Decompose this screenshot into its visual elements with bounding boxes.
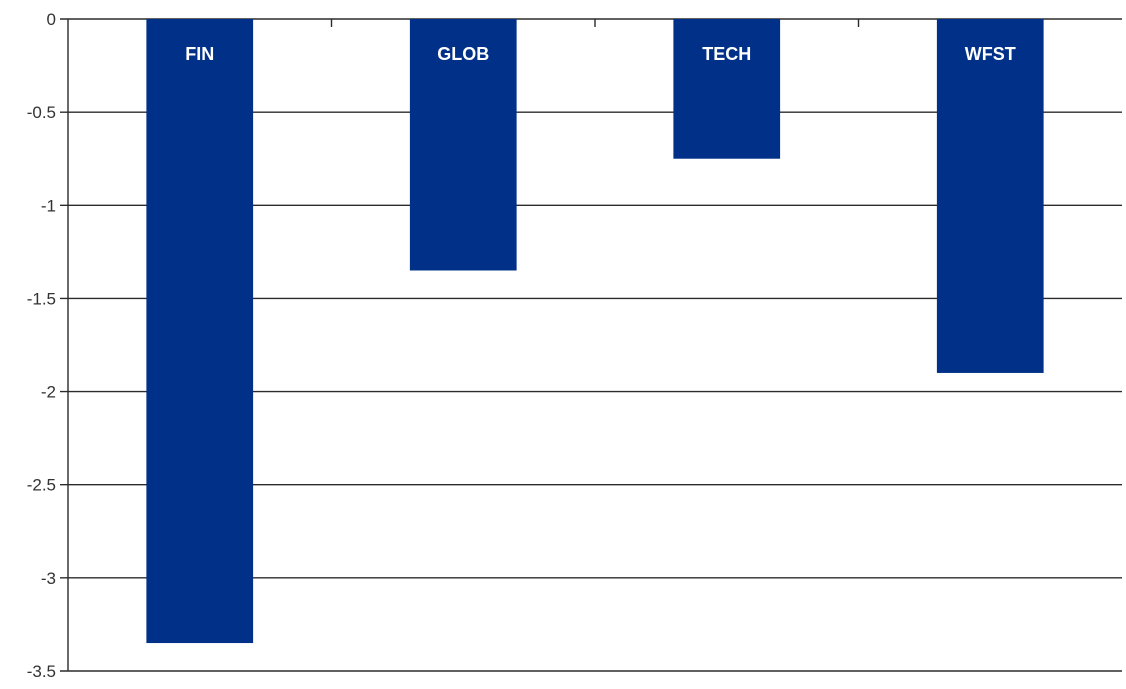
y-tick-label: -3 (41, 569, 56, 588)
y-tick-label: -2 (41, 383, 56, 402)
bar-label-fin: FIN (185, 44, 214, 64)
bar-tech (673, 19, 781, 159)
bar-label-glob: GLOB (437, 44, 489, 64)
bar-fin (146, 19, 254, 644)
axes (67, 19, 860, 671)
y-tick-label: -2.5 (27, 476, 56, 495)
y-tick-label: -1 (41, 196, 56, 215)
y-tick-label: -0.5 (27, 103, 56, 122)
bar-label-tech: TECH (702, 44, 751, 64)
bar-glob (409, 19, 517, 271)
y-tick-label: -1.5 (27, 289, 56, 308)
y-tick-label: -3.5 (27, 662, 56, 681)
bar-label-wfst: WFST (965, 44, 1016, 64)
bars (146, 19, 1044, 644)
bar-wfst (936, 19, 1044, 373)
labels: 0 -0.5 -1 -1.5 -2 -2.5 -3 -3.5 FIN GLOB TECH WFST (27, 10, 1016, 681)
y-tick-label: 0 (47, 10, 56, 29)
